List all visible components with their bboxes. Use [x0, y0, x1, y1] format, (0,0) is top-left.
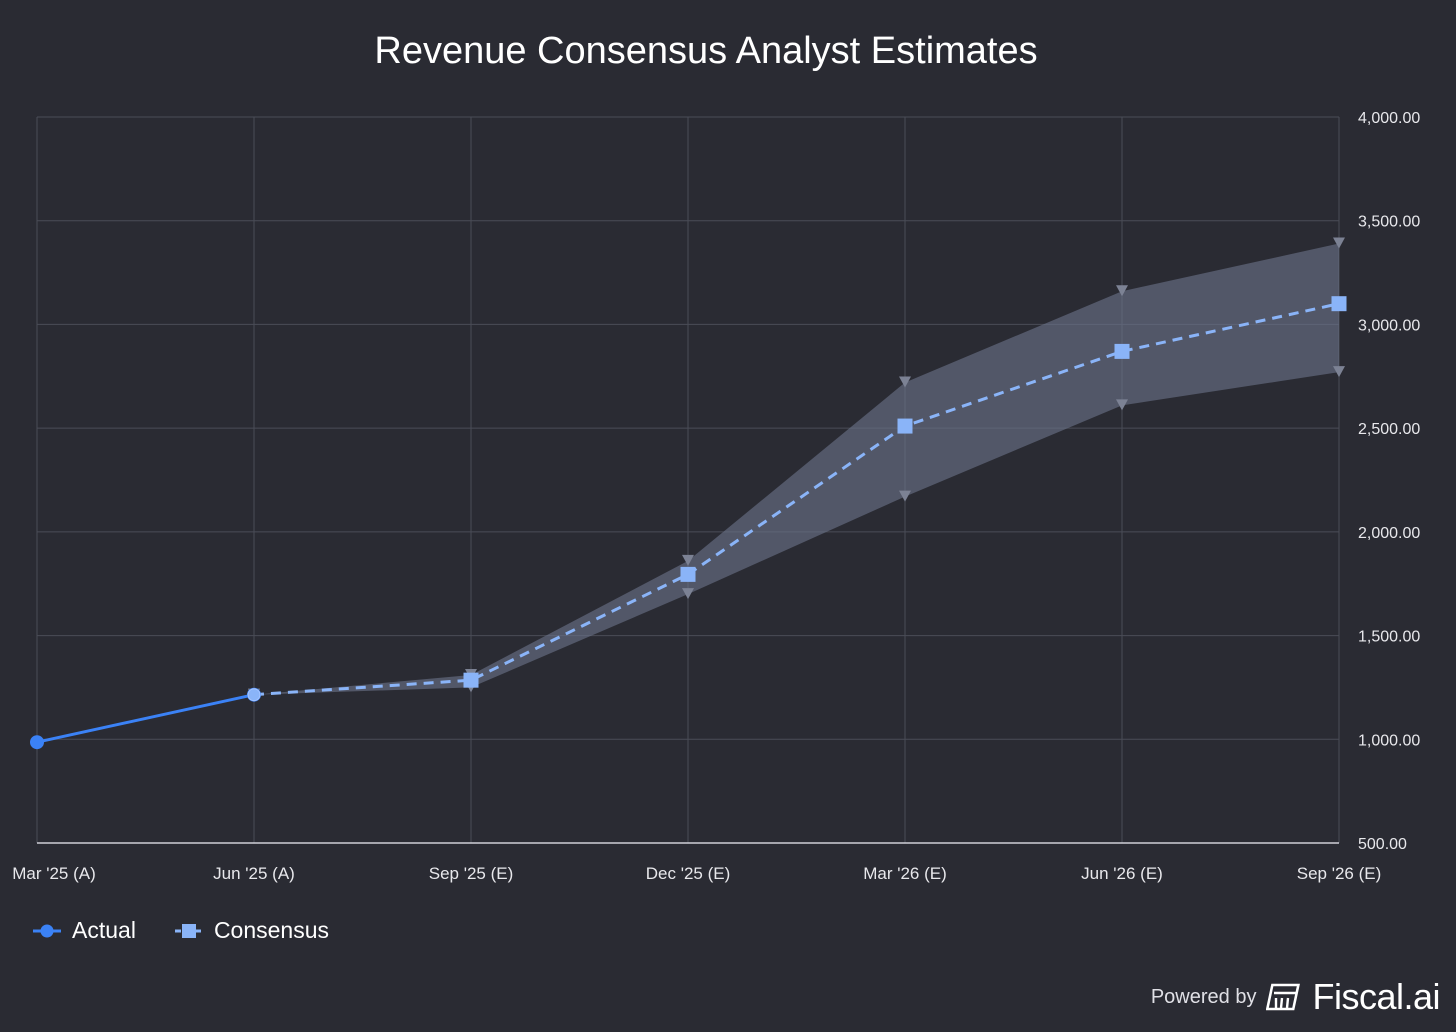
x-tick-label: Jun '25 (A) [213, 864, 295, 883]
estimate-high-marker [1116, 285, 1128, 297]
y-tick-label: 1,500.00 [1358, 629, 1420, 646]
x-tick-label: Sep '25 (E) [429, 864, 514, 883]
x-tick-label: Sep '26 (E) [1297, 864, 1382, 883]
estimate-low-marker [1333, 366, 1345, 378]
y-tick-label: 2,000.00 [1358, 525, 1420, 542]
legend-item-actual[interactable]: Actual [32, 917, 136, 944]
consensus-point [680, 566, 696, 582]
fiscal-logo-icon [1266, 983, 1301, 1011]
legend-actual-label: Actual [72, 917, 136, 943]
consensus-series-line [253, 302, 1340, 697]
chart-legend: Actual Consensus [32, 917, 329, 944]
y-tick-label: 4,000.00 [1358, 110, 1420, 127]
y-tick-label: 3,000.00 [1358, 317, 1420, 334]
legend-item-consensus[interactable]: Consensus [174, 917, 329, 944]
consensus-point [463, 672, 479, 688]
estimate-high-marker [1333, 237, 1345, 249]
brand-name: Fiscal.ai [1312, 976, 1440, 1017]
powered-by-footer[interactable]: Powered by Fiscal.ai [1150, 976, 1441, 1018]
y-tick-label: 500.00 [1358, 836, 1407, 853]
actual-point [30, 735, 44, 750]
x-tick-label: Jun '26 (E) [1081, 864, 1163, 883]
consensus-point [897, 418, 913, 434]
actual-legend-marker [33, 924, 61, 937]
y-tick-label: 3,500.00 [1358, 214, 1420, 231]
estimate-low-marker [1116, 399, 1128, 411]
consensus-point [1114, 343, 1130, 359]
y-tick-label: 2,500.00 [1358, 421, 1420, 438]
y-tick-label: 1,000.00 [1358, 732, 1420, 749]
estimate-high-marker [899, 376, 911, 388]
estimate-low-marker [899, 490, 911, 502]
estimate-low-marker [682, 588, 694, 600]
x-tick-label: Dec '25 (E) [646, 864, 731, 883]
estimate-range-band [254, 243, 1339, 695]
actual-series-line [36, 693, 255, 744]
consensus-point [1331, 296, 1347, 312]
consensus-point [247, 688, 261, 702]
x-tick-label: Mar '25 (A) [12, 864, 96, 883]
consensus-legend-marker [174, 923, 203, 938]
estimate-high-marker [682, 554, 694, 566]
chart-title: Revenue Consensus Analyst Estimates [374, 30, 1038, 72]
chart-plot: 500.00 1,000.00 1,500.00 2,000.00 2,500.00 3,… [12, 110, 1420, 883]
powered-by-text: Powered by [1150, 985, 1257, 1008]
x-tick-label: Mar '26 (E) [863, 864, 947, 883]
legend-consensus-label: Consensus [213, 917, 330, 943]
